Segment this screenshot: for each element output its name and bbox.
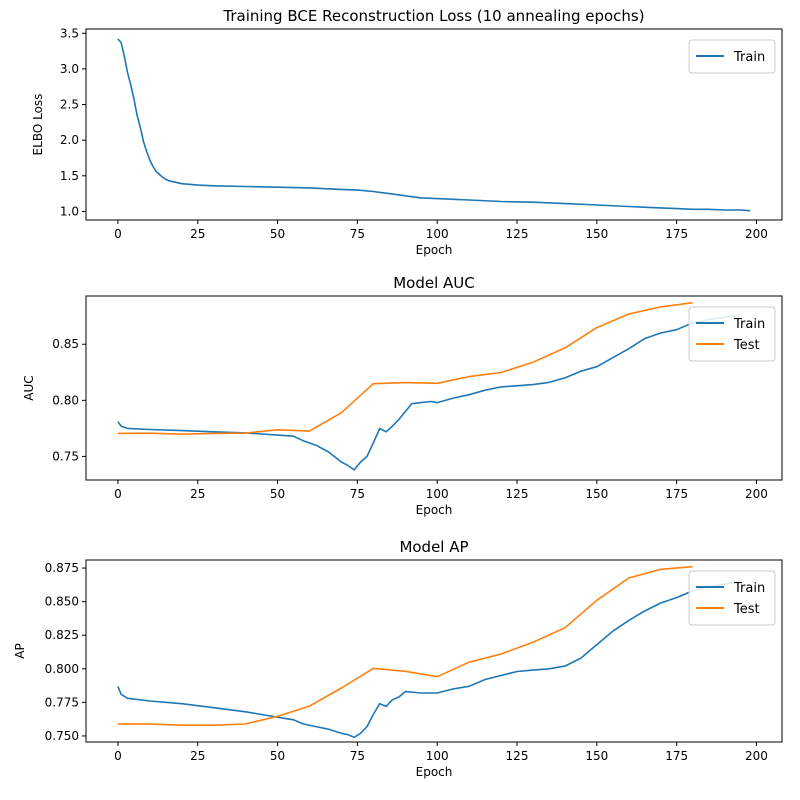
legend-label-train: Train (733, 581, 765, 596)
x-tick-label: 50 (270, 749, 285, 763)
x-tick-label: 75 (350, 227, 365, 241)
legend-box (688, 570, 776, 626)
x-tick-label: 100 (426, 487, 449, 501)
subplot-3: Model AP 0 25 50 75 100 125 150 175 200 0.750 0.775… (13, 538, 783, 779)
legend: Train (688, 39, 776, 74)
x-tick-label: 175 (665, 487, 688, 501)
x-tick-label: 200 (745, 749, 768, 763)
series-line-train (117, 314, 741, 471)
x-tick-label: 200 (745, 227, 768, 241)
x-tick-label: 125 (506, 487, 529, 501)
y-axis-label: AUC (22, 375, 36, 400)
y-tick-label: 0.850 (45, 595, 79, 609)
legend-label-test: Test (733, 602, 760, 617)
series-line-train (117, 38, 751, 212)
x-tick-label: 50 (270, 227, 285, 241)
x-axis-label: Epoch (416, 243, 453, 257)
y-tick-label: 1.0 (60, 204, 79, 218)
x-axis-label: Epoch (416, 765, 453, 779)
y-tick-label: 2.5 (60, 98, 79, 112)
series-line-train (117, 580, 741, 739)
legend-label-train: Train (733, 317, 765, 332)
legend: Train Test (688, 306, 776, 362)
chart-title: Model AUC (393, 274, 475, 292)
x-tick-label: 125 (506, 749, 529, 763)
x-tick-label: 200 (745, 487, 768, 501)
x-tick-label: 175 (665, 227, 688, 241)
x-tick-label: 75 (350, 487, 365, 501)
x-tick-label: 150 (585, 487, 608, 501)
plot-frame (85, 295, 783, 481)
x-tick-label: 25 (190, 487, 205, 501)
y-tick-label: 0.80 (52, 393, 79, 407)
x-tick-label: 0 (114, 487, 122, 501)
y-tick-label: 0.825 (45, 628, 79, 642)
series-line-test (117, 565, 693, 727)
legend-box (688, 306, 776, 362)
legend-label-test: Test (733, 338, 760, 353)
x-tick-label: 25 (190, 227, 205, 241)
legend: Train Test (688, 570, 776, 626)
chart-title: Model AP (399, 538, 468, 556)
subplot-1: Training BCE Reconstruction Loss (10 ann… (31, 7, 783, 257)
y-tick-label: 0.750 (45, 729, 79, 743)
chart-title: Training BCE Reconstruction Loss (10 ann… (222, 7, 644, 25)
x-axis-label: Epoch (416, 503, 453, 517)
y-tick-label: 3.0 (60, 62, 79, 76)
y-axis-label: AP (13, 643, 27, 658)
y-tick-label: 0.800 (45, 662, 79, 676)
x-tick-label: 150 (585, 227, 608, 241)
x-tick-label: 175 (665, 749, 688, 763)
legend-box (688, 39, 776, 74)
y-tick-label: 0.875 (45, 561, 79, 575)
x-tick-label: 0 (114, 227, 122, 241)
y-tick-label: 2.0 (60, 133, 79, 147)
y-tick-label: 1.5 (60, 169, 79, 183)
x-tick-label: 50 (270, 487, 285, 501)
plot-frame (85, 559, 783, 743)
y-tick-label: 0.75 (52, 449, 79, 463)
series-line-test (117, 301, 693, 436)
y-tick-label: 3.5 (60, 26, 79, 40)
legend-label-train: Train (733, 50, 765, 65)
plot-frame (85, 28, 783, 221)
x-tick-label: 0 (114, 749, 122, 763)
y-tick-label: 0.775 (45, 695, 79, 709)
subplot-2: Model AUC 0 25 50 75 100 125 150 175 200 0.75 0.80 0… (22, 274, 783, 517)
x-tick-label: 150 (585, 749, 608, 763)
y-tick-label: 0.85 (52, 337, 79, 351)
y-axis-label: ELBO Loss (31, 94, 45, 156)
x-tick-label: 100 (426, 749, 449, 763)
x-tick-label: 125 (506, 227, 529, 241)
x-tick-label: 75 (350, 749, 365, 763)
x-tick-label: 100 (426, 227, 449, 241)
x-tick-label: 25 (190, 749, 205, 763)
